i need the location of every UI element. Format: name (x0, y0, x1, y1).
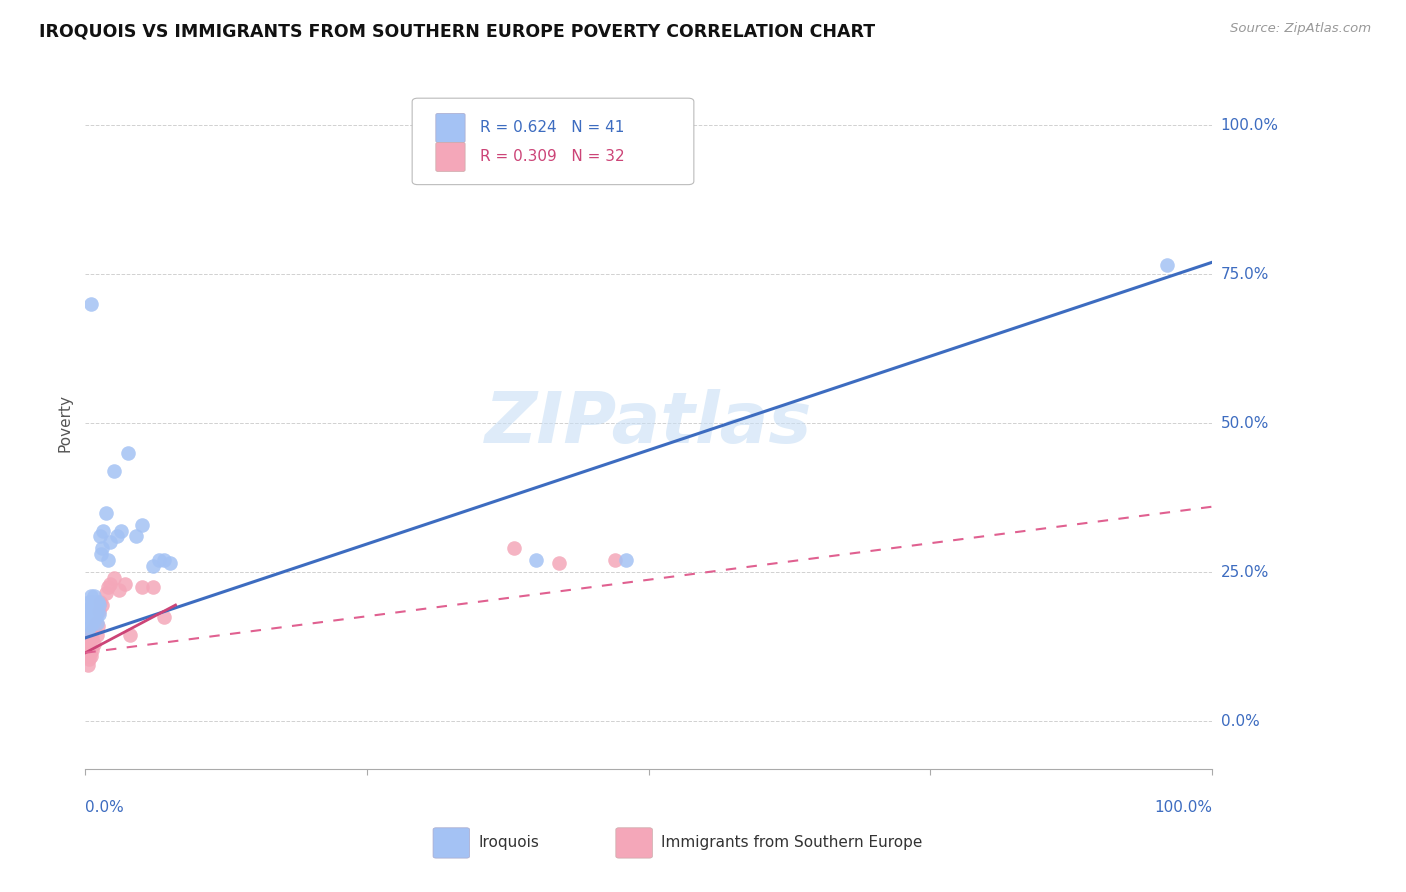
Point (77, 595, 100, 609)
Point (89, 595, 111, 609)
Point (82, 595, 104, 609)
Text: 0.0%: 0.0% (1220, 714, 1260, 729)
Point (91, 598, 114, 612)
Text: 75.0%: 75.0% (1220, 267, 1268, 282)
Point (84, 615, 107, 630)
FancyBboxPatch shape (436, 143, 465, 171)
Point (97, 580, 120, 594)
Y-axis label: Poverty: Poverty (58, 394, 72, 452)
FancyBboxPatch shape (412, 98, 693, 185)
Point (84, 610, 107, 624)
Point (80, 624, 103, 639)
Point (76, 610, 98, 624)
Point (83, 589, 105, 603)
Text: R = 0.309   N = 32: R = 0.309 N = 32 (479, 150, 624, 164)
Point (79, 619, 101, 633)
Point (89, 529, 111, 543)
Point (108, 583, 131, 598)
Point (83, 637, 105, 651)
Text: 50.0%: 50.0% (1220, 416, 1268, 431)
Point (1156, 258, 1178, 272)
Text: 25.0%: 25.0% (1220, 565, 1268, 580)
Point (94, 586, 117, 600)
Point (77, 651, 100, 665)
Point (82, 631, 104, 645)
Point (83, 601, 105, 615)
Point (547, 557, 569, 571)
Point (131, 517, 153, 532)
Point (142, 580, 165, 594)
Point (77, 637, 100, 651)
Point (98, 535, 121, 549)
Point (125, 529, 148, 543)
Point (91, 541, 114, 556)
Point (87, 598, 110, 612)
Point (614, 553, 637, 567)
Text: 0.0%: 0.0% (86, 799, 124, 814)
Point (142, 559, 165, 574)
Point (153, 553, 176, 567)
Point (94, 506, 117, 520)
Point (82, 642, 104, 657)
Point (76, 648, 98, 663)
Point (524, 553, 547, 567)
Point (131, 580, 153, 594)
Point (80, 297, 103, 311)
Point (103, 571, 125, 585)
Point (76, 622, 98, 636)
Point (80, 610, 103, 624)
Text: Iroquois: Iroquois (478, 836, 538, 850)
Point (82, 607, 104, 621)
Point (120, 628, 142, 642)
Point (87, 619, 110, 633)
Point (76, 640, 98, 654)
Point (93, 524, 115, 538)
Point (86, 604, 108, 618)
Point (90, 548, 112, 562)
Point (79, 631, 101, 645)
Point (153, 610, 176, 624)
Point (603, 553, 626, 567)
Text: Immigrants from Southern Europe: Immigrants from Southern Europe (661, 836, 922, 850)
Point (86, 615, 108, 630)
Point (159, 557, 181, 571)
Point (97, 553, 120, 567)
Point (502, 541, 524, 556)
Point (105, 529, 128, 543)
Text: 100.0%: 100.0% (1220, 118, 1278, 133)
Text: 100.0%: 100.0% (1154, 799, 1212, 814)
Point (114, 577, 136, 591)
Text: ZIPatlas: ZIPatlas (485, 389, 813, 458)
Point (82, 622, 104, 636)
Point (80, 589, 103, 603)
Point (87, 595, 110, 609)
Text: Source: ZipAtlas.com: Source: ZipAtlas.com (1230, 22, 1371, 36)
Text: R = 0.624   N = 41: R = 0.624 N = 41 (479, 120, 624, 136)
Point (79, 646, 101, 660)
Point (76, 657, 98, 672)
Point (148, 553, 170, 567)
Point (110, 524, 132, 538)
Point (86, 628, 108, 642)
Point (98, 577, 121, 591)
Text: IROQUOIS VS IMMIGRANTS FROM SOUTHERN EUROPE POVERTY CORRELATION CHART: IROQUOIS VS IMMIGRANTS FROM SOUTHERN EUR… (39, 22, 876, 40)
Point (87, 607, 110, 621)
Point (77, 604, 100, 618)
Point (117, 446, 139, 460)
Point (82, 615, 104, 630)
Point (87, 604, 110, 618)
Point (82, 598, 104, 612)
Point (103, 464, 125, 478)
FancyBboxPatch shape (436, 113, 465, 143)
Point (79, 601, 101, 615)
Point (80, 648, 103, 663)
